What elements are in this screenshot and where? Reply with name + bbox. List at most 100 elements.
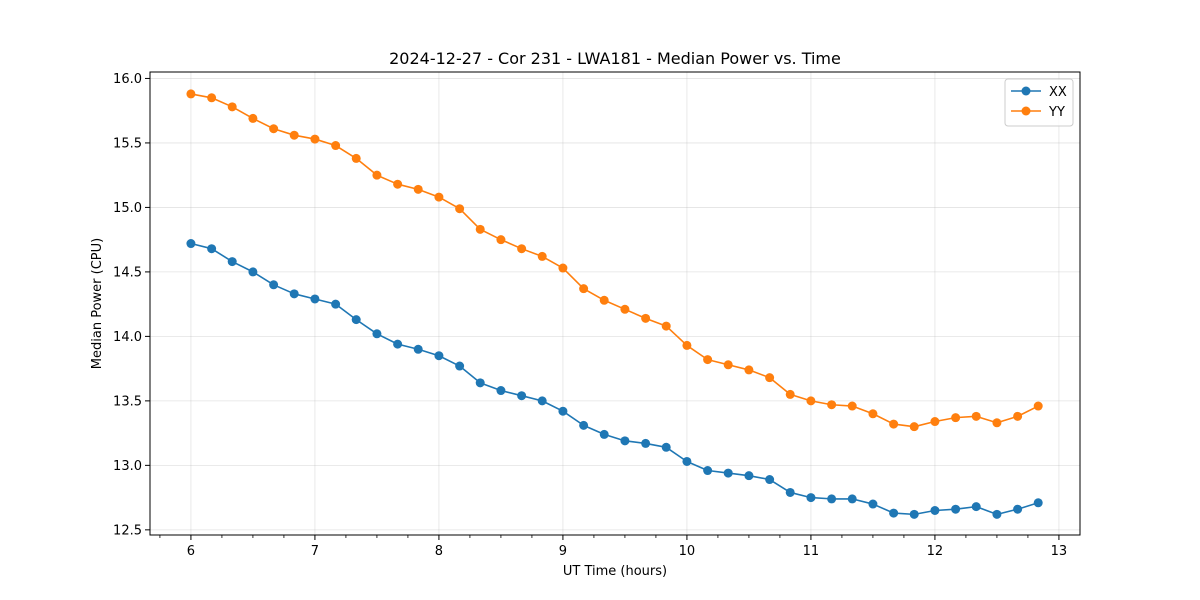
data-point-xx (1013, 504, 1023, 514)
data-point-xx (558, 406, 568, 416)
y-tick-label: 16.0 (113, 72, 142, 87)
data-point-yy (579, 284, 589, 294)
x-tick-label: 12 (927, 544, 944, 559)
y-tick-label: 14.0 (113, 330, 142, 345)
data-point-yy (372, 170, 382, 180)
data-point-yy (599, 295, 609, 305)
x-axis-label: UT Time (hours) (563, 564, 667, 579)
data-point-yy (703, 355, 713, 365)
x-tick-label: 9 (559, 544, 567, 559)
data-point-yy (558, 263, 568, 273)
data-point-xx (227, 257, 237, 267)
data-point-xx (579, 420, 589, 430)
series-layer (186, 89, 1043, 519)
data-point-yy (889, 419, 899, 429)
x-tick-label: 10 (679, 544, 696, 559)
y-tick-label: 15.5 (113, 136, 142, 151)
x-tick-label: 11 (803, 544, 820, 559)
data-point-xx (889, 508, 899, 518)
data-point-xx (765, 475, 775, 485)
data-point-yy (785, 389, 795, 399)
data-point-yy (351, 153, 361, 163)
data-point-yy (517, 244, 527, 254)
data-point-xx (207, 244, 217, 254)
y-tick-label: 15.0 (113, 201, 142, 216)
data-point-xx (682, 456, 692, 466)
legend-marker-xx (1021, 86, 1031, 96)
data-point-xx (413, 344, 423, 354)
data-point-yy (434, 192, 444, 202)
data-point-xx (909, 509, 919, 519)
legend-label-yy: YY (1048, 105, 1065, 120)
data-point-xx (785, 487, 795, 497)
data-point-yy (207, 93, 217, 103)
data-point-xx (661, 442, 671, 452)
data-point-xx (723, 468, 733, 478)
data-point-yy (682, 340, 692, 350)
grid (150, 72, 1080, 535)
data-point-yy (227, 102, 237, 112)
data-point-yy (289, 130, 299, 140)
y-tick-label: 13.0 (113, 459, 142, 474)
data-point-xx (269, 280, 279, 290)
data-point-xx (1033, 498, 1043, 508)
data-point-xx (806, 493, 816, 503)
data-point-yy (310, 134, 320, 144)
data-point-xx (393, 339, 403, 349)
data-point-yy (248, 113, 258, 123)
data-point-xx (951, 504, 961, 514)
data-point-yy (723, 360, 733, 370)
data-point-xx (455, 361, 465, 371)
data-point-yy (744, 365, 754, 375)
y-tick-label: 12.5 (113, 523, 142, 538)
y-axis-label: Median Power (CPU) (90, 238, 105, 369)
legend-marker-yy (1021, 106, 1031, 116)
data-point-xx (248, 267, 258, 277)
data-point-xx (847, 494, 857, 504)
data-point-yy (455, 204, 465, 214)
data-point-yy (765, 373, 775, 383)
data-point-yy (269, 124, 279, 134)
data-point-yy (661, 321, 671, 331)
data-point-yy (331, 141, 341, 151)
data-point-yy (496, 235, 506, 245)
data-point-yy (930, 417, 940, 427)
data-point-yy (393, 179, 403, 189)
data-point-xx (351, 315, 361, 325)
x-tick-label: 8 (435, 544, 443, 559)
data-point-yy (827, 400, 837, 410)
data-point-yy (806, 396, 816, 406)
data-point-xx (744, 471, 754, 481)
data-point-yy (868, 409, 878, 419)
data-point-yy (992, 418, 1002, 428)
data-point-yy (413, 184, 423, 194)
data-point-xx (620, 436, 630, 446)
data-point-xx (641, 438, 651, 448)
data-point-xx (289, 289, 299, 299)
data-point-yy (847, 401, 857, 411)
data-point-yy (909, 422, 919, 432)
data-point-yy (475, 224, 485, 234)
data-point-yy (1013, 411, 1023, 421)
data-point-xx (496, 386, 506, 396)
data-point-xx (971, 502, 981, 512)
y-tick-label: 14.5 (113, 265, 142, 280)
chart-title: 2024-12-27 - Cor 231 - LWA181 - Median P… (389, 49, 841, 68)
data-point-yy (537, 251, 547, 261)
data-point-xx (827, 494, 837, 504)
data-point-xx (372, 329, 382, 339)
data-point-xx (186, 239, 196, 249)
data-point-yy (1033, 401, 1043, 411)
data-point-xx (434, 351, 444, 361)
data-point-xx (868, 499, 878, 509)
x-tick-label: 7 (311, 544, 319, 559)
data-point-xx (517, 391, 527, 401)
data-point-xx (331, 299, 341, 309)
legend: XX YY (1004, 78, 1074, 127)
data-point-yy (186, 89, 196, 99)
axis-ticks: 6 7 8 9 10 11 12 13 12.5 13.0 13.5 14.0 14.5 15.0 15.5… (113, 72, 1067, 559)
data-point-xx (703, 466, 713, 476)
x-tick-label: 6 (187, 544, 195, 559)
y-tick-label: 13.5 (113, 394, 142, 409)
